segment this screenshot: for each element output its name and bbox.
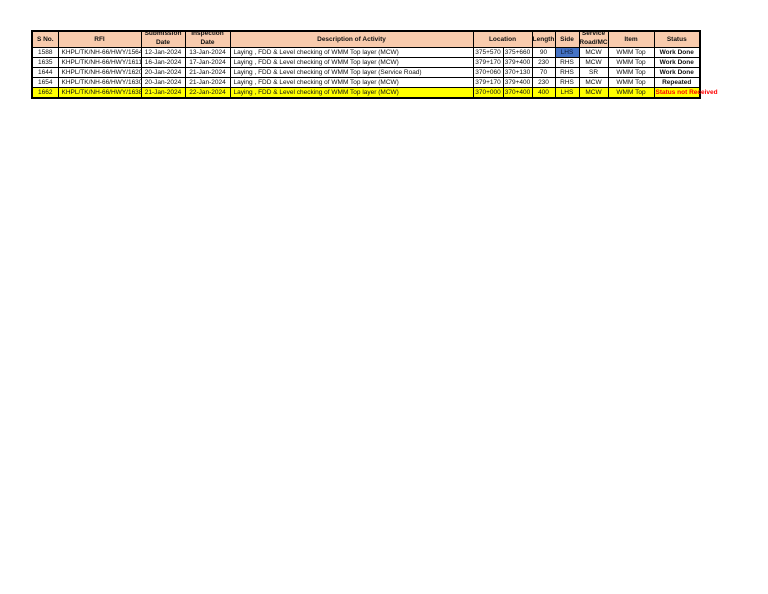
table-row: 1635 KHPL/TK/NH-66/HWY/1611 16-Jan-2024 … [31,57,701,68]
table-row: 1654 KHPL/TK/NH-66/HWY/1630 20-Jan-2024 … [31,77,701,88]
cell-item[interactable]: WMM Top [607,57,655,68]
cell-inspection-date[interactable]: 21-Jan-2024 [184,67,231,78]
table-body: 1588 KHPL/TK/NH-66/HWY/1564 12-Jan-2024 … [31,47,718,99]
header-row: S No. RFI Submission Date Inspection Dat… [31,30,701,48]
cell-location-to[interactable]: 379+400 [502,77,533,88]
cell-description[interactable]: Laying , FDD & Level checking of WMM Top… [229,47,474,58]
table-header: S No. RFI Submission Date Inspection Dat… [31,30,701,48]
cell-status[interactable]: Repeated [653,77,701,88]
cell-location-to[interactable]: 370+130 [502,67,533,78]
cell-s-no[interactable]: 1654 [31,77,59,88]
cell-length[interactable]: 400 [531,87,556,99]
header-label: Status [666,36,687,43]
cell-service-road-mc[interactable]: MCW [578,77,609,88]
cell-location-from[interactable]: 370+060 [472,67,504,78]
cell-side[interactable]: LHS [554,87,580,99]
cell-location-to[interactable]: 370+400 [502,87,533,99]
cell-description[interactable]: Laying , FDD & Level checking of WMM Top… [229,57,474,68]
cell-s-no[interactable]: 1662 [31,87,59,99]
cell-location-from[interactable]: 379+170 [472,57,504,68]
cell-inspection-date[interactable]: 17-Jan-2024 [184,57,231,68]
cell-item[interactable]: WMM Top [607,87,655,99]
cell-inspection-date[interactable]: 21-Jan-2024 [184,77,231,88]
cell-location-from[interactable]: 379+170 [472,77,504,88]
column-header-service-road-mc[interactable]: Service Road/MC [578,30,609,48]
column-header-description[interactable]: Description of Activity [229,30,474,48]
cell-description[interactable]: Laying , FDD & Level checking of WMM Top… [229,67,474,78]
cell-location-to[interactable]: 375+660 [502,47,533,58]
cell-status[interactable]: Work Done [653,57,701,68]
cell-rfi[interactable]: KHPL/TK/NH-66/HWY/1620 [57,67,142,78]
cell-inspection-date[interactable]: 13-Jan-2024 [184,47,231,58]
cell-service-road-mc[interactable]: MCW [578,87,609,99]
cell-rfi[interactable]: KHPL/TK/NH-66/HWY/1611 [57,57,142,68]
cell-service-road-mc[interactable]: SR [578,67,609,78]
cell-length[interactable]: 230 [531,77,556,88]
column-header-side[interactable]: Side [554,30,580,48]
cell-side[interactable]: LHS [554,47,580,58]
cell-s-no[interactable]: 1588 [31,47,59,58]
column-header-s-no[interactable]: S No. [31,30,59,48]
cell-item[interactable]: WMM Top [607,47,655,58]
column-header-rfi[interactable]: RFI [57,30,142,48]
cell-inspection-date[interactable]: 22-Jan-2024 [184,87,231,99]
header-label: Service Road/MC [579,32,608,46]
cell-status[interactable]: Status not Received [653,87,718,99]
header-label: Location [488,36,517,43]
cell-rfi[interactable]: KHPL/TK/NH-66/HWY/1638 [57,87,142,99]
cell-item[interactable]: WMM Top [607,77,655,88]
cell-description[interactable]: Laying , FDD & Level checking of WMM Top… [229,87,474,99]
cell-status[interactable]: Work Done [653,67,701,78]
cell-submission-date[interactable]: 20-Jan-2024 [140,67,186,78]
header-label: Item [624,36,638,43]
header-label: Side [560,36,574,43]
cell-item[interactable]: WMM Top [607,67,655,78]
cell-rfi[interactable]: KHPL/TK/NH-66/HWY/1564 [57,47,142,58]
cell-location-to[interactable]: 379+400 [502,57,533,68]
cell-submission-date[interactable]: 16-Jan-2024 [140,57,186,68]
table-row: 1644 KHPL/TK/NH-66/HWY/1620 20-Jan-2024 … [31,67,701,78]
cell-side[interactable]: RHS [554,77,580,88]
column-header-item[interactable]: Item [607,30,655,48]
header-label: Submission Date [144,32,182,46]
cell-length[interactable]: 70 [531,67,556,78]
rfi-log-table: S No. RFI Submission Date Inspection Dat… [31,30,718,99]
header-label: Length [532,36,555,43]
header-label: RFI [94,36,105,43]
column-header-inspection-date[interactable]: Inspection Date [184,30,231,48]
cell-location-from[interactable]: 375+570 [472,47,504,58]
cell-s-no[interactable]: 1644 [31,67,59,78]
column-header-status[interactable]: Status [653,30,701,48]
cell-location-from[interactable]: 370+000 [472,87,504,99]
header-label: Inspection Date [191,32,224,46]
column-header-location[interactable]: Location [472,30,533,48]
table-row: 1662 KHPL/TK/NH-66/HWY/1638 21-Jan-2024 … [31,87,718,99]
cell-service-road-mc[interactable]: MCW [578,47,609,58]
column-header-submission-date[interactable]: Submission Date [140,30,186,48]
cell-side[interactable]: RHS [554,67,580,78]
cell-s-no[interactable]: 1635 [31,57,59,68]
rfi-log-table-wrap: S No. RFI Submission Date Inspection Dat… [31,30,718,99]
cell-rfi[interactable]: KHPL/TK/NH-66/HWY/1630 [57,77,142,88]
table-row: 1588 KHPL/TK/NH-66/HWY/1564 12-Jan-2024 … [31,47,701,58]
header-label: Description of Activity [317,36,386,43]
column-header-length[interactable]: Length [531,30,556,48]
cell-service-road-mc[interactable]: MCW [578,57,609,68]
cell-length[interactable]: 90 [531,47,556,58]
cell-submission-date[interactable]: 12-Jan-2024 [140,47,186,58]
cell-description[interactable]: Laying , FDD & Level checking of WMM Top… [229,77,474,88]
cell-submission-date[interactable]: 21-Jan-2024 [140,87,186,99]
cell-length[interactable]: 230 [531,57,556,68]
header-label: S No. [36,36,54,43]
cell-submission-date[interactable]: 20-Jan-2024 [140,77,186,88]
cell-side[interactable]: RHS [554,57,580,68]
cell-status[interactable]: Work Done [653,47,701,58]
